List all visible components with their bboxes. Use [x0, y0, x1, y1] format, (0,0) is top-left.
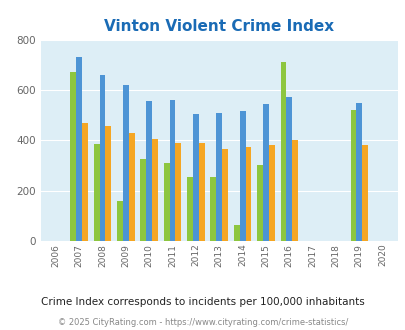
- Bar: [175, 143, 181, 241]
- Bar: [245, 147, 251, 241]
- Bar: [286, 97, 292, 241]
- Bar: [70, 72, 76, 241]
- Bar: [146, 101, 152, 241]
- Bar: [198, 143, 204, 241]
- Bar: [356, 103, 361, 241]
- Bar: [163, 163, 169, 241]
- Bar: [128, 133, 134, 241]
- Bar: [292, 140, 297, 241]
- Bar: [187, 177, 192, 241]
- Bar: [76, 57, 82, 241]
- Bar: [280, 62, 286, 241]
- Text: Crime Index corresponds to incidents per 100,000 inhabitants: Crime Index corresponds to incidents per…: [41, 297, 364, 307]
- Bar: [216, 113, 222, 241]
- Bar: [169, 100, 175, 241]
- Bar: [222, 148, 228, 241]
- Bar: [210, 177, 216, 241]
- Bar: [192, 114, 198, 241]
- Text: © 2025 CityRating.com - https://www.cityrating.com/crime-statistics/: © 2025 CityRating.com - https://www.city…: [58, 318, 347, 327]
- Bar: [117, 201, 123, 241]
- Bar: [105, 126, 111, 241]
- Title: Vinton Violent Crime Index: Vinton Violent Crime Index: [104, 19, 333, 34]
- Bar: [233, 224, 239, 241]
- Bar: [152, 140, 158, 241]
- Bar: [350, 110, 356, 241]
- Bar: [361, 145, 367, 241]
- Bar: [256, 165, 262, 241]
- Bar: [82, 123, 87, 241]
- Bar: [268, 145, 274, 241]
- Bar: [94, 144, 99, 241]
- Bar: [239, 111, 245, 241]
- Bar: [99, 75, 105, 241]
- Bar: [123, 85, 128, 241]
- Bar: [262, 104, 268, 241]
- Bar: [140, 159, 146, 241]
